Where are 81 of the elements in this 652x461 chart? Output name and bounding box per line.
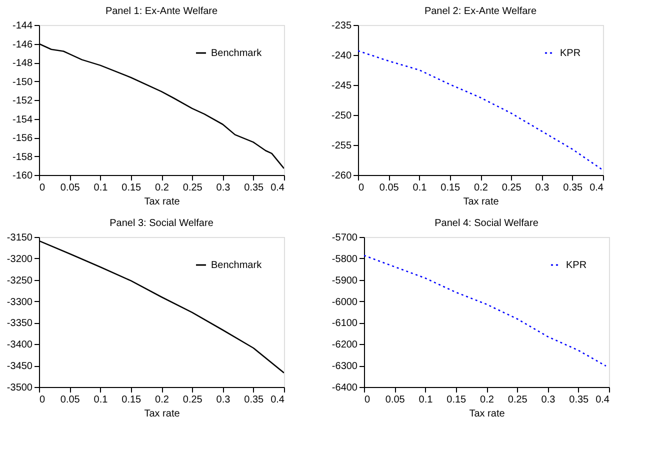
y-tick-label: -5900 [332, 275, 358, 286]
x-axis-title: Tax rate [469, 408, 506, 420]
x-tick-label: 0.1 [412, 182, 428, 194]
x-tick-label: 0 [40, 182, 46, 194]
x-tick-label: 0.3 [541, 394, 556, 406]
x-tick-label: 0.3 [216, 394, 231, 406]
chart-title: Panel 4: Social Welfare [434, 218, 539, 229]
x-tick-label: 0.2 [480, 394, 494, 406]
x-tick-label: 0.25 [502, 182, 522, 194]
x-axis-title: Tax rate [144, 408, 180, 420]
y-tick-label: -250 [331, 110, 352, 122]
y-tick-label: -3450 [6, 361, 33, 372]
y-tick-label: -240 [331, 50, 352, 62]
y-tick-label: -5700 [332, 232, 358, 244]
x-tick-label: 0.05 [385, 394, 406, 406]
y-tick-label: -144 [12, 20, 33, 32]
x-tick-label: 0.05 [379, 182, 400, 194]
x-tick-label: 0 [358, 182, 364, 194]
legend-label: Benchmark [211, 260, 263, 271]
x-tick-label: 0.25 [508, 394, 528, 406]
x-tick-label: 0.3 [216, 182, 231, 194]
x-tick-label: 0.15 [122, 182, 142, 194]
x-tick-label: 0.15 [122, 394, 142, 406]
x-axis-title: Tax rate [463, 196, 500, 208]
y-tick-label: -3350 [6, 318, 33, 330]
y-tick-label: -260 [331, 170, 352, 182]
line-series [364, 254, 607, 367]
x-tick-label: 0 [364, 394, 370, 406]
y-tick-label: -3200 [6, 254, 33, 265]
x-tick-label: 0.2 [474, 182, 488, 194]
legend-label: Benchmark [211, 48, 263, 59]
y-tick-label: -5800 [332, 254, 358, 265]
y-tick-label: -150 [12, 76, 33, 88]
y-tick-label: -6000 [332, 296, 358, 308]
y-tick-label: -6200 [332, 340, 358, 351]
x-tick-label: 0.35 [244, 182, 264, 194]
x-tick-label: 0.1 [94, 182, 108, 194]
y-tick-label: -6400 [332, 382, 358, 394]
line-series [358, 50, 603, 171]
y-tick-label: -255 [331, 140, 352, 152]
y-tick-label: -3250 [6, 275, 33, 286]
x-tick-label: 0.2 [155, 182, 170, 194]
y-tick-label: -160 [12, 170, 33, 182]
y-tick-label: -158 [12, 152, 33, 163]
chart-title: Panel 3: Social Welfare [110, 218, 214, 229]
x-tick-label: 0.25 [182, 182, 203, 194]
x-tick-label: 0.3 [535, 182, 550, 194]
y-tick-label: -148 [12, 58, 33, 69]
y-tick-label: -3300 [6, 296, 33, 308]
y-tick-label: -152 [12, 96, 33, 106]
x-tick-label: 0.25 [182, 394, 203, 406]
x-axis-title: Tax rate [144, 196, 180, 208]
x-tick-label: 0.4 [270, 182, 285, 194]
x-tick-label: 0.1 [94, 394, 108, 406]
x-tick-label: 0.15 [440, 182, 461, 194]
x-tick-label: 0.05 [60, 394, 80, 406]
chart-title: Panel 1: Ex-Ante Welfare [105, 6, 218, 17]
x-tick-label: 0.35 [569, 394, 590, 406]
y-tick-label: -245 [331, 80, 352, 92]
y-tick-label: -146 [12, 39, 33, 50]
x-tick-label: 0.05 [60, 182, 80, 194]
y-tick-label: -3400 [6, 340, 33, 351]
x-tick-label: 0.35 [563, 182, 584, 194]
y-tick-label: -3150 [6, 232, 33, 244]
y-tick-label: -235 [331, 20, 352, 32]
x-tick-label: 0.1 [418, 394, 434, 406]
y-tick-label: -6100 [332, 318, 358, 330]
x-tick-label: 0.4 [270, 394, 285, 406]
x-tick-label: 0.35 [244, 394, 264, 406]
x-tick-label: 0 [40, 394, 46, 406]
chart-title: Panel 2: Ex-Ante Welfare [424, 6, 537, 17]
x-tick-label: 0.4 [590, 182, 604, 194]
legend-label: KPR [566, 260, 587, 271]
x-tick-label: 0.4 [596, 394, 610, 406]
y-tick-label: -3500 [6, 382, 33, 394]
legend-label: KPR [560, 48, 581, 59]
y-tick-label: -154 [12, 114, 33, 126]
x-tick-label: 0.2 [155, 394, 170, 406]
y-tick-label: -6300 [332, 361, 358, 372]
y-tick-label: -156 [12, 133, 33, 144]
x-tick-label: 0.15 [446, 394, 467, 406]
